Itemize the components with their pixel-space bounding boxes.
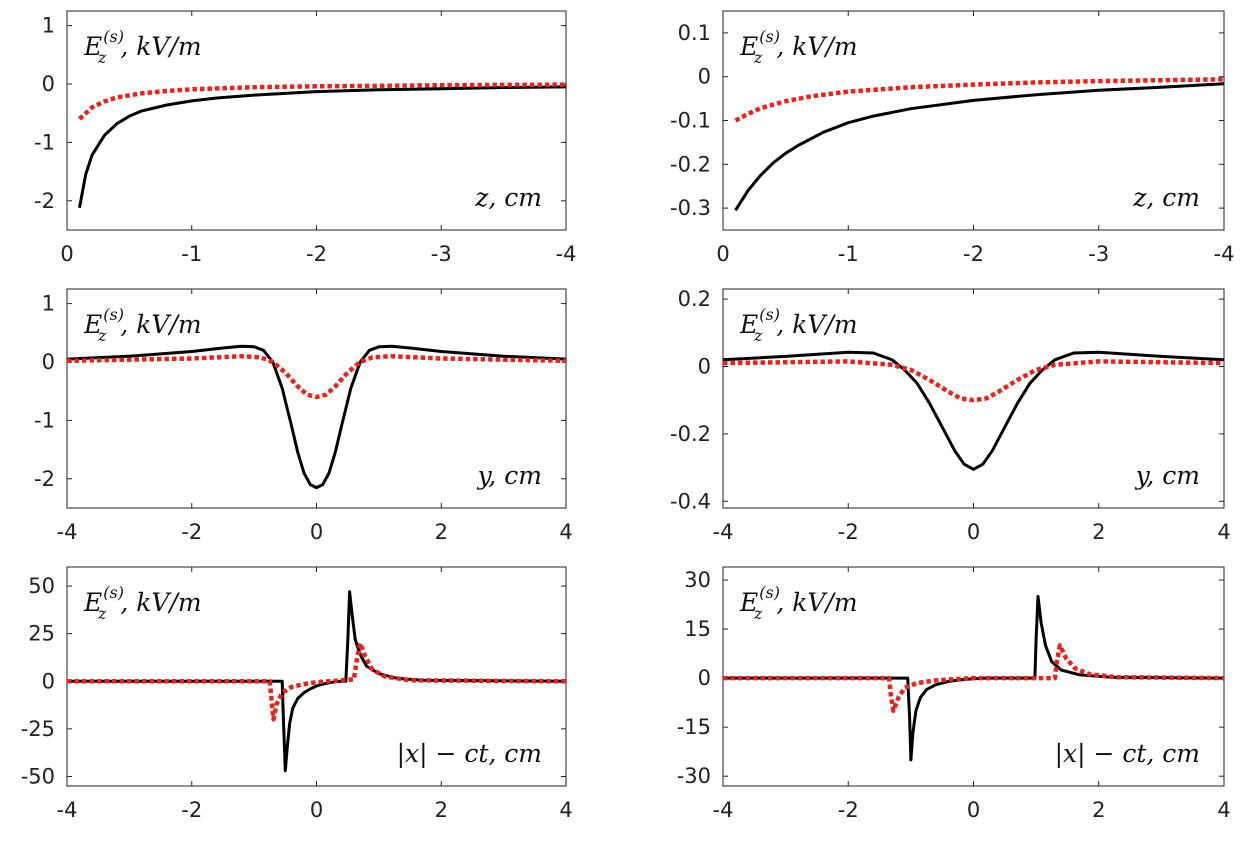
x-tick-label: -1 [181,242,202,266]
series-line-red-dotted [734,77,1224,123]
series-line-red-dotted [67,640,566,722]
x-tick-label: -4 [713,520,734,544]
x-tick-label: -4 [1214,242,1235,266]
y-tick-label: -1 [34,408,55,432]
series-line-red-dotted [723,643,1224,714]
x-tick-label: -4 [713,798,734,822]
x-tick-label: -2 [838,520,859,544]
x-tick-label: 4 [1217,520,1230,544]
x-tick-label: -2 [181,798,202,822]
x-tick-label: 0 [716,242,729,266]
y-tick-label: -30 [677,764,711,788]
x-tick-label: -3 [431,242,452,266]
series-line-black-solid [723,594,1224,762]
x-tick-label: -3 [1088,242,1109,266]
y-tick-label: -0.2 [670,152,711,176]
x-tick-label: -2 [306,242,327,266]
series-line-black-solid [734,82,1224,212]
y-quantity-label: E(s) z, kV/m [739,305,858,345]
chart-panel-2: 0 -1 -2 -3 -4 0.1 0 -0.1 -0.2 -0.3 E(s) z, kV/m z, c… [670,10,1235,266]
y-quantity-label: E(s) z, kV/m [83,583,202,623]
y-tick-label: 0.2 [678,287,711,311]
series-line-black-solid [67,344,566,490]
y-quantity-label: E(s) z, kV/m [739,27,858,67]
chart-panel-6: -4 -2 0 2 4 30 15 0 -15 -30 E(s) z, kV/m |x| − ct, c… [677,566,1231,822]
x-tick-label: -4 [57,520,78,544]
x-axis-label: y, cm [477,461,542,490]
x-tick-label: 2 [435,798,448,822]
y-quantity-label: E(s) z, kV/m [83,27,202,67]
y-tick-label: 30 [684,568,711,592]
y-tick-label: 0 [698,666,711,690]
y-tick-label: 1 [42,14,55,38]
y-tick-label: -0.3 [670,196,711,220]
y-quantity-label: E(s) z, kV/m [739,583,858,623]
chart-panel-5: -4 -2 0 2 4 50 25 0 -25 -50 E(s) z, kV/m |x| − ct, c… [21,566,573,822]
chart-panel-3: -4 -2 0 2 4 1 0 -1 -2 E(s) z, kV/m y, cm [34,288,573,544]
series-line-red-dotted [67,353,566,400]
chart-panel-1: 0 -1 -2 -3 -4 1 0 -1 -2 E(s) z, kV/m z, cm [34,10,577,266]
y-tick-label: -2 [34,189,55,213]
x-tick-label: 4 [559,798,572,822]
y-tick-label: 0 [698,354,711,378]
x-tick-label: 0 [310,798,323,822]
y-tick-label: 0 [698,65,711,89]
x-axis-label: z, cm [474,183,542,212]
y-tick-label: 25 [28,622,55,646]
x-tick-label: -4 [556,242,577,266]
x-tick-label: -1 [838,242,859,266]
y-tick-label: -50 [21,764,55,788]
y-tick-label: 0 [42,350,55,374]
y-tick-label: 50 [28,574,55,598]
y-tick-label: 0 [42,72,55,96]
y-tick-label: -25 [21,717,55,741]
x-tick-label: 0 [310,520,323,544]
y-quantity-label: E(s) z, kV/m [83,305,202,345]
x-tick-label: 0 [60,242,73,266]
y-tick-label: 15 [684,617,711,641]
x-tick-label: 4 [1217,798,1230,822]
y-tick-label: -0.2 [670,422,711,446]
y-tick-label: -0.1 [670,109,711,133]
x-tick-label: -4 [57,798,78,822]
y-tick-label: -0.4 [670,489,711,513]
y-tick-label: -15 [677,715,711,739]
y-tick-label: 0 [42,669,55,693]
series-line-red-dotted [77,82,566,121]
y-tick-label: 0.1 [678,21,711,45]
x-tick-label: 4 [559,520,572,544]
y-tick-label: -1 [34,130,55,154]
x-tick-label: -2 [963,242,984,266]
x-tick-label: -2 [838,798,859,822]
x-axis-label: |x| − ct, cm [397,739,542,769]
x-tick-label: 2 [435,520,448,544]
x-tick-label: 2 [1092,520,1105,544]
series-line-black-solid [723,350,1224,471]
chart-panel-4: -4 -2 0 2 4 0.2 0 -0.2 -0.4 E(s) z, kV/m y, cm [670,287,1231,544]
y-tick-label: -2 [34,467,55,491]
x-axis-label: y, cm [1135,461,1200,490]
series-line-black-solid [78,85,566,209]
y-tick-label: 1 [42,292,55,316]
x-axis-label: z, cm [1132,183,1200,212]
x-axis-label: |x| − ct, cm [1055,739,1200,769]
x-tick-label: 0 [967,798,980,822]
x-tick-label: 0 [967,520,980,544]
x-tick-label: 2 [1092,798,1105,822]
x-tick-label: -2 [181,520,202,544]
series-line-red-dotted [723,359,1224,403]
